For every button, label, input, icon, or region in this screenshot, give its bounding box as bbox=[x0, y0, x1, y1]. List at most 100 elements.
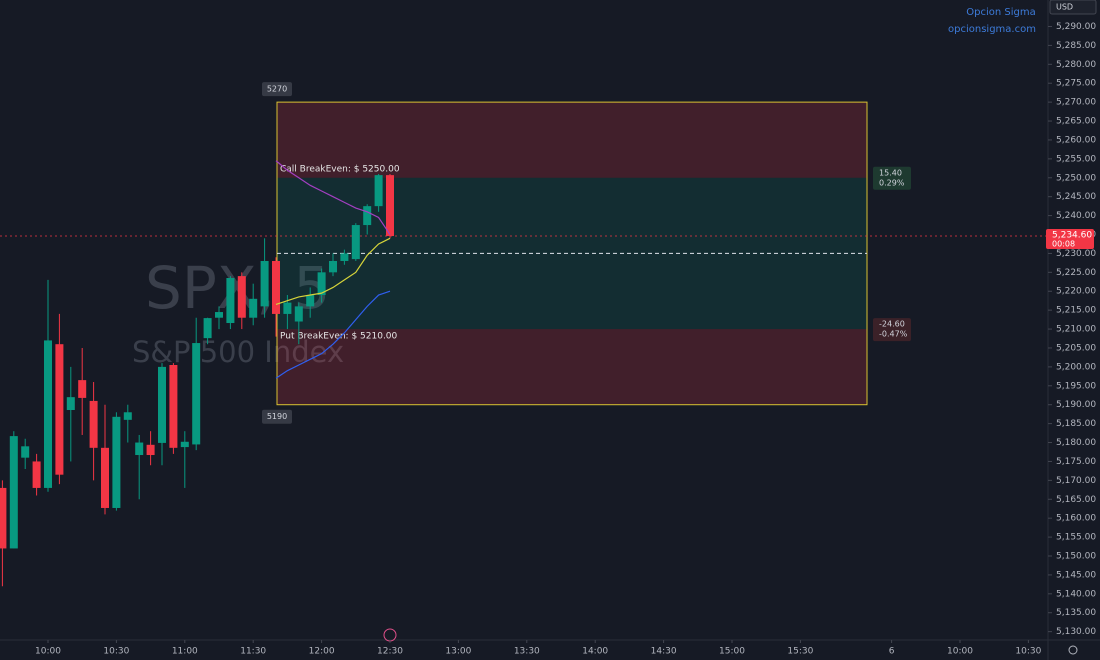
range-label-bg bbox=[262, 409, 292, 424]
candle-body bbox=[249, 298, 258, 318]
y-tick-label: 5,265.00 bbox=[1056, 117, 1096, 127]
y-tick-label: 5,280.00 bbox=[1056, 60, 1096, 70]
candle-body bbox=[272, 260, 280, 314]
y-tick-label: 5,190.00 bbox=[1056, 400, 1096, 410]
last-price-label: 5,234.60 bbox=[1052, 231, 1092, 241]
indicator-line bbox=[275, 290, 391, 379]
y-tick-label: 5,285.00 bbox=[1056, 41, 1096, 51]
currency: USD bbox=[1056, 3, 1073, 12]
candle-body bbox=[66, 397, 75, 411]
x-tick-label: 11:00 bbox=[172, 647, 198, 657]
y-tick-label: 5,220.00 bbox=[1056, 287, 1096, 297]
y-tick-label: 5,240.00 bbox=[1056, 211, 1096, 221]
settings-icon[interactable] bbox=[1068, 645, 1078, 655]
y-tick-label: 5,225.00 bbox=[1056, 268, 1096, 278]
x-tick-label: 10:00 bbox=[35, 647, 61, 657]
candle-body bbox=[294, 306, 303, 322]
put-breakeven-label: Put BreakEven: $ 5210.00 bbox=[280, 332, 398, 342]
move-label-bg bbox=[873, 166, 911, 190]
candle-body bbox=[55, 344, 64, 475]
range-label-bg bbox=[262, 82, 292, 97]
y-tick-label: 5,230.00 bbox=[1056, 249, 1096, 259]
plot: 5270 5190 Call BreakEven: $ 5250.00 Put Bre… bbox=[0, 22, 1096, 657]
x-tick-label: 11:30 bbox=[240, 647, 266, 657]
x-tick-label: 12:00 bbox=[309, 647, 335, 657]
y-tick-label: 5,140.00 bbox=[1056, 589, 1096, 599]
y-tick-label: 5,175.00 bbox=[1056, 457, 1096, 467]
candle-body bbox=[78, 380, 87, 398]
x-tick-label: 6 bbox=[889, 647, 895, 657]
candle-body bbox=[146, 444, 155, 456]
x-tick-label: 10:30 bbox=[103, 647, 129, 657]
candle-body bbox=[9, 436, 18, 549]
x-tick-label: 10:30 bbox=[1015, 647, 1041, 657]
x-tick-label: 12:30 bbox=[377, 647, 403, 657]
candle-body bbox=[44, 340, 52, 488]
candle-body bbox=[283, 302, 292, 314]
candle-body bbox=[329, 260, 337, 273]
watermark-name: S&P 500 Index bbox=[132, 335, 344, 369]
y-tick-label: 5,155.00 bbox=[1056, 533, 1096, 543]
y-tick-label: 5,245.00 bbox=[1056, 192, 1096, 202]
move-label-bg bbox=[873, 318, 911, 342]
range-label: 5270 bbox=[267, 85, 287, 94]
candle-body bbox=[340, 253, 349, 261]
y-tick-label: 5,150.00 bbox=[1056, 552, 1096, 562]
candle-body bbox=[123, 412, 132, 420]
candle-body bbox=[351, 225, 360, 260]
call-zone bbox=[277, 102, 867, 178]
y-tick-label: 5,135.00 bbox=[1056, 608, 1096, 618]
x-tick-label: 15:30 bbox=[787, 647, 813, 657]
candle-body bbox=[89, 400, 98, 448]
x-tick-label: 14:00 bbox=[582, 647, 608, 657]
y-tick-label: 5,145.00 bbox=[1056, 570, 1096, 580]
y-tick-label: 5,250.00 bbox=[1056, 173, 1096, 183]
move-points: 15.40 bbox=[879, 168, 902, 177]
brand-url: opcionsigma.com bbox=[948, 24, 1036, 35]
candle-body bbox=[21, 446, 30, 458]
x-tick-label: 13:30 bbox=[514, 647, 540, 657]
y-tick-label: 5,160.00 bbox=[1056, 514, 1096, 524]
y-tick-label: 5,180.00 bbox=[1056, 438, 1096, 448]
x-tick-label: 10:00 bbox=[947, 647, 973, 657]
candle-body bbox=[32, 461, 41, 488]
indicator-line bbox=[275, 237, 391, 306]
y-tick-label: 5,165.00 bbox=[1056, 495, 1096, 505]
y-tick-label: 5,170.00 bbox=[1056, 476, 1096, 486]
y-tick-label: 5,205.00 bbox=[1056, 343, 1096, 353]
y-tick-label: 5,185.00 bbox=[1056, 419, 1096, 429]
call-breakeven-label: Call BreakEven: $ 5250.00 bbox=[280, 164, 400, 174]
candle-body bbox=[317, 272, 326, 296]
y-tick-label: 5,260.00 bbox=[1056, 135, 1096, 145]
candle-body bbox=[237, 276, 246, 318]
y-tick-label: 5,290.00 bbox=[1056, 22, 1096, 32]
y-tick-label: 5,195.00 bbox=[1056, 381, 1096, 391]
last-price-tag bbox=[1046, 229, 1094, 250]
brand: Opcion Sigma bbox=[966, 7, 1035, 18]
candle-body bbox=[112, 416, 121, 508]
y-tick-label: 5,275.00 bbox=[1056, 79, 1096, 89]
candle-body bbox=[226, 278, 235, 324]
candle-body bbox=[135, 442, 144, 456]
y-tick-label: 5,130.00 bbox=[1056, 627, 1096, 637]
candle-body bbox=[215, 312, 223, 318]
y-tick-label: 5,210.00 bbox=[1056, 325, 1096, 335]
currency-button[interactable] bbox=[1049, 0, 1097, 15]
y-tick-label: 5,255.00 bbox=[1056, 154, 1096, 164]
y-tick-label: 5,270.00 bbox=[1056, 98, 1096, 108]
candle-body bbox=[363, 206, 372, 226]
move-percent: 0.29% bbox=[879, 178, 905, 187]
y-tick-label: 5,200.00 bbox=[1056, 362, 1096, 372]
candle-body bbox=[192, 343, 201, 445]
range-label: 5190 bbox=[267, 412, 287, 421]
x-tick-label: 14:30 bbox=[651, 647, 677, 657]
move-percent: -0.47% bbox=[879, 330, 908, 339]
countdown: 00:08 bbox=[1052, 240, 1075, 249]
candle-body bbox=[203, 318, 212, 339]
candle-body bbox=[306, 295, 315, 307]
y-tick-label: 5,215.00 bbox=[1056, 306, 1096, 316]
x-tick-label: 15:00 bbox=[719, 647, 745, 657]
candle-body bbox=[386, 175, 394, 237]
